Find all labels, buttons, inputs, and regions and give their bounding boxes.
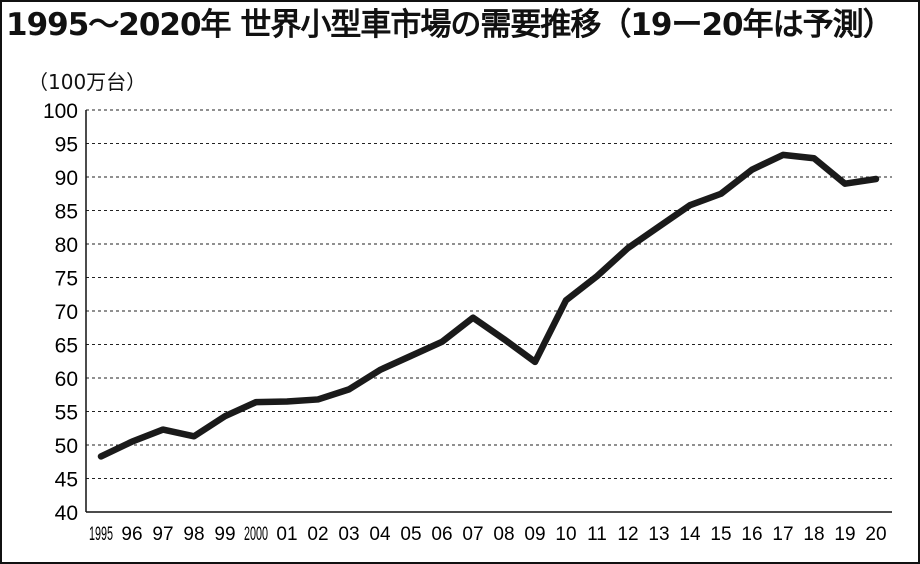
x-tick-label: 20 xyxy=(865,524,886,545)
data-point xyxy=(471,316,475,320)
x-tick-label: 08 xyxy=(493,524,514,545)
x-tick-label: 18 xyxy=(803,524,824,545)
x-tick-label: 98 xyxy=(183,524,204,545)
x-tick-label: 97 xyxy=(152,524,173,545)
x-tick-label: 16 xyxy=(741,524,762,545)
x-tick-label: 14 xyxy=(679,524,701,545)
x-tick-label: 13 xyxy=(648,524,669,545)
data-point xyxy=(812,156,816,160)
data-point xyxy=(874,177,878,181)
data-point xyxy=(316,397,320,401)
data-point xyxy=(440,340,444,344)
y-tick-label: 85 xyxy=(55,201,78,224)
y-tick-label: 40 xyxy=(55,502,78,525)
data-point xyxy=(285,399,289,403)
y-axis-unit-label: （100万台） xyxy=(28,70,147,94)
x-tick-label: 96 xyxy=(121,524,142,545)
data-point xyxy=(533,360,537,364)
x-tick-label: 11 xyxy=(587,524,607,545)
data-point xyxy=(843,182,847,186)
x-tick-label: 99 xyxy=(214,524,235,545)
y-tick-label: 60 xyxy=(55,368,78,391)
data-point xyxy=(223,414,227,418)
x-tick-label: 12 xyxy=(617,524,638,545)
data-point xyxy=(99,454,103,458)
data-point xyxy=(781,153,785,157)
x-tick-label: 07 xyxy=(462,524,483,545)
y-tick-label: 100 xyxy=(43,100,78,123)
y-tick-label: 95 xyxy=(55,134,78,157)
x-tick-label: 1995 xyxy=(89,524,113,545)
data-point xyxy=(254,400,258,404)
data-point xyxy=(502,337,506,341)
data-point xyxy=(409,354,413,358)
x-tick-label: 03 xyxy=(338,524,359,545)
series-line xyxy=(97,151,880,460)
x-tick-label: 05 xyxy=(400,524,421,545)
data-point xyxy=(595,274,599,278)
data-point xyxy=(192,434,196,438)
data-point xyxy=(688,203,692,207)
x-tick-label: 17 xyxy=(772,524,793,545)
y-tick-label: 75 xyxy=(55,268,78,291)
x-tick-label: 15 xyxy=(710,524,731,545)
y-tick-label: 65 xyxy=(55,335,78,358)
x-tick-label: 2000 xyxy=(244,524,268,545)
y-tick-label: 80 xyxy=(55,234,78,257)
data-point xyxy=(719,192,723,196)
y-tick-label: 70 xyxy=(55,301,78,324)
data-point xyxy=(564,298,568,302)
data-point xyxy=(378,368,382,372)
data-point xyxy=(750,168,754,172)
y-tick-label: 50 xyxy=(55,435,78,458)
x-tick-label: 01 xyxy=(276,524,297,545)
x-tick-label: 09 xyxy=(524,524,545,545)
y-tick-label: 90 xyxy=(55,167,78,190)
data-point xyxy=(347,387,351,391)
data-point xyxy=(130,440,134,444)
chart-title: 1995〜2020年 世界小型車市場の需要推移（19ー20年は予測） xyxy=(6,7,894,43)
x-tick-label: 10 xyxy=(555,524,576,545)
data-point xyxy=(657,225,661,229)
x-tick-label: 19 xyxy=(834,524,855,545)
y-tick-label: 45 xyxy=(55,469,78,492)
data-point xyxy=(161,428,165,432)
y-tick-label: 55 xyxy=(55,402,78,425)
x-tick-label: 04 xyxy=(369,524,391,545)
x-tick-label: 06 xyxy=(431,524,452,545)
x-tick-label: 02 xyxy=(307,524,328,545)
data-point xyxy=(626,246,630,250)
